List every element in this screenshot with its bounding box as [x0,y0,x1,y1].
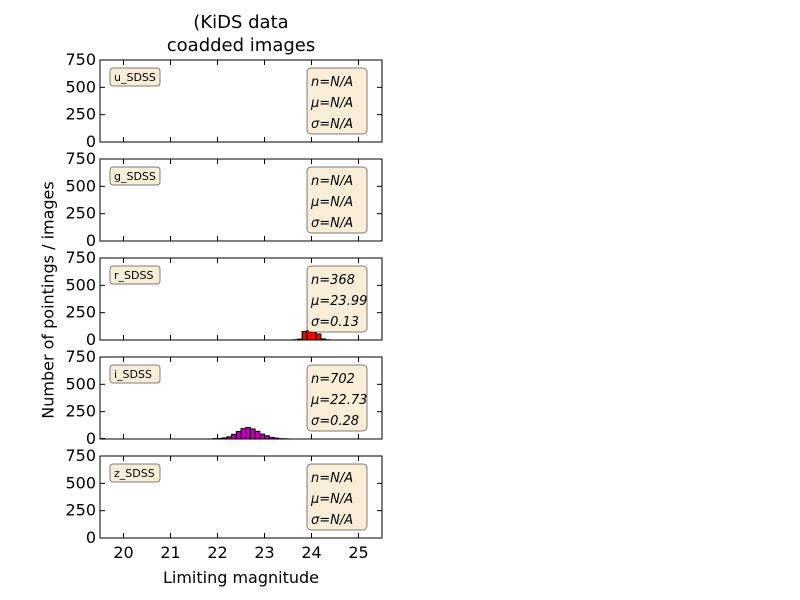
x-axis-label: Limiting magnitude [162,568,320,587]
stats-box [306,67,368,135]
x-tick-label: 23 [254,543,274,562]
y-tick-label: 250 [65,105,96,124]
stats-line: n=N/A [311,471,353,486]
filter-label: z_SDSS [114,467,155,480]
stats-line: σ=0.13 [311,315,359,330]
filter-label-box [109,166,161,186]
y-tick-label: 0 [86,132,96,151]
chart-title-line-1: (KiDS data [193,12,289,33]
stats-box [306,265,368,333]
y-tick-label: 0 [86,231,96,250]
y-tick-label: 250 [65,501,96,520]
histogram-bar [249,428,256,440]
panel-frame [99,356,383,440]
y-tick-label: 500 [65,77,96,96]
y-tick-label: 750 [65,446,96,465]
stats-line: μ=N/A [310,195,353,210]
y-tick-label: 0 [86,528,96,547]
x-tick-label: 22 [207,543,227,562]
stats-line: n=702 [311,372,355,387]
y-tick-label: 500 [65,176,96,195]
stats-line: σ=N/A [311,216,353,231]
stats-line: σ=N/A [311,117,353,132]
histogram-bar [235,431,242,440]
y-tick-label: 750 [65,50,96,69]
stats-line: μ=22.73 [310,393,367,408]
x-tick-label: 24 [301,543,321,562]
y-tick-label: 750 [65,347,96,366]
filter-label: g_SDSS [114,170,156,183]
filter-label-box [109,364,161,384]
histogram-bar [245,427,251,440]
x-tick-label: 21 [160,543,180,562]
y-tick-label: 500 [65,374,96,393]
x-tick-label: 25 [348,543,368,562]
histogram-bar [301,330,308,341]
y-tick-label: 250 [65,402,96,421]
histogram-bar [231,433,237,440]
filter-label: i_SDSS [114,368,152,381]
y-tick-label: 0 [86,330,96,349]
stats-line: σ=0.28 [311,414,359,429]
chart-title-line-2: coadded images [166,35,316,56]
filter-label-box [109,67,161,87]
histogram-bar [259,433,265,440]
stats-box [306,463,368,531]
x-tick-label: 20 [113,543,133,562]
histogram-bar [311,331,317,341]
histogram-bar [240,428,247,440]
y-tick-label: 0 [86,429,96,448]
y-tick-label: 500 [65,473,96,492]
stats-line: μ=23.99 [310,294,367,309]
stats-line: n=N/A [311,174,353,189]
panel-frame [99,455,383,539]
histogram-bar [315,333,322,341]
y-tick-label: 250 [65,303,96,322]
panel-frame [99,158,383,242]
filter-label-box [109,265,161,285]
filter-label-box [109,463,161,483]
stats-line: σ=N/A [311,513,353,528]
stats-box [306,166,368,234]
filter-label: r_SDSS [114,269,153,282]
stats-line: μ=N/A [310,492,353,507]
y-tick-label: 750 [65,248,96,267]
stats-line: n=368 [311,273,355,288]
y-tick-label: 750 [65,149,96,168]
stats-line: n=N/A [311,75,353,90]
filter-label: u_SDSS [114,71,156,84]
y-tick-label: 250 [65,204,96,223]
stats-box [306,364,368,432]
histogram-bar [254,430,261,440]
panel-frame [99,257,383,341]
panel-frame [99,59,383,143]
stats-line: μ=N/A [310,96,353,111]
y-tick-label: 500 [65,275,96,294]
